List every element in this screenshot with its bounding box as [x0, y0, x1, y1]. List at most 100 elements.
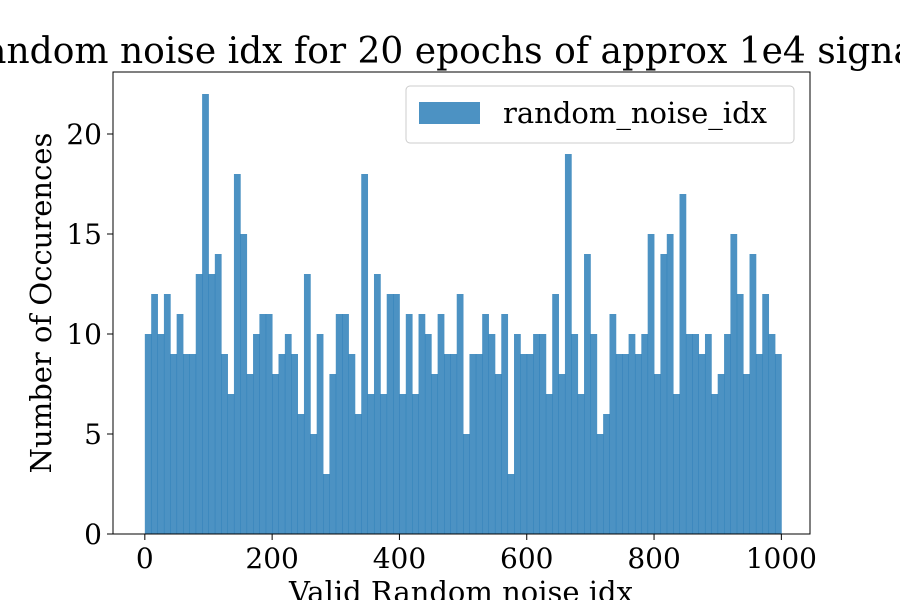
- histogram-bar: [545, 394, 553, 534]
- histogram-bar: [634, 354, 642, 534]
- histogram-bar: [584, 254, 591, 534]
- histogram-bar: [412, 394, 419, 534]
- histogram-bar: [183, 354, 190, 534]
- histogram-bar: [768, 334, 776, 534]
- histogram-bar: [590, 334, 598, 534]
- histogram-bar: [558, 374, 566, 534]
- histogram-bar: [679, 194, 687, 534]
- histogram-bar: [418, 314, 426, 534]
- x-tick-label: 200: [245, 542, 298, 575]
- histogram-bar: [647, 234, 655, 534]
- histogram-bar: [762, 294, 770, 534]
- histogram-bar: [469, 354, 477, 534]
- histogram-bar: [227, 394, 235, 534]
- bars-group: [144, 94, 782, 534]
- x-tick-label: 600: [500, 542, 553, 575]
- histogram-bar: [373, 274, 381, 534]
- histogram-bar: [176, 314, 184, 534]
- histogram-bar: [501, 314, 509, 534]
- histogram-bar: [711, 394, 719, 534]
- x-tick-label: 0: [136, 542, 154, 575]
- histogram-bar: [195, 274, 203, 534]
- histogram-bar: [297, 414, 305, 534]
- histogram-bar: [482, 314, 489, 534]
- histogram-bar: [310, 434, 318, 534]
- histogram-bar: [431, 374, 439, 534]
- histogram-bar: [488, 334, 496, 534]
- histogram-bar: [743, 374, 750, 534]
- histogram-bar: [450, 354, 458, 534]
- histogram-bar: [240, 234, 248, 534]
- histogram-bar: [380, 394, 388, 534]
- y-axis-ticks: 0 5 10 15 20: [66, 118, 113, 551]
- y-tick-label: 15: [66, 218, 102, 251]
- x-axis-ticks: 0 200 400 600 800 1000: [136, 534, 817, 575]
- histogram-bar: [654, 374, 661, 534]
- histogram-bar: [386, 294, 394, 534]
- axes-frame: [112, 71, 811, 535]
- histogram-bar: [507, 474, 515, 534]
- histogram-bar: [577, 394, 585, 534]
- histogram-bar: [539, 334, 547, 534]
- histogram-bar: [170, 354, 178, 534]
- histogram-bar: [685, 334, 693, 534]
- histogram-bar: [278, 354, 286, 534]
- histogram-bar: [393, 294, 400, 534]
- histogram-bar: [615, 354, 623, 534]
- histogram-bar: [157, 334, 165, 534]
- histogram-bar: [253, 334, 260, 534]
- legend-box: [405, 85, 795, 144]
- y-tick-label: 20: [66, 118, 102, 151]
- histogram-bar: [259, 314, 267, 534]
- histogram-bar: [284, 334, 292, 534]
- legend-swatch: [419, 102, 480, 124]
- histogram-bar: [303, 274, 311, 534]
- histogram-bar: [444, 354, 451, 534]
- histogram-bar: [424, 334, 432, 534]
- histogram-bar: [367, 394, 375, 534]
- y-tick-label: 5: [84, 418, 102, 451]
- histogram-bar: [692, 334, 700, 534]
- histogram-bar: [323, 474, 330, 534]
- histogram-bar: [335, 314, 343, 534]
- histogram-bar: [749, 254, 757, 534]
- histogram-bar: [526, 354, 534, 534]
- histogram-bar: [214, 254, 222, 534]
- histogram-bar: [736, 294, 744, 534]
- histogram-bar: [724, 334, 731, 534]
- histogram-bar: [246, 374, 254, 534]
- histogram-bar: [456, 294, 464, 534]
- histogram-bar: [151, 294, 158, 534]
- histogram-bar: [189, 354, 197, 534]
- legend-label: random_noise_idx: [503, 96, 767, 131]
- x-tick-label: 400: [373, 542, 426, 575]
- legend: random_noise_idx: [405, 85, 795, 144]
- histogram-bar: [730, 234, 738, 534]
- histogram-bar: [755, 354, 763, 534]
- x-axis-label: Valid Random noise idx: [288, 575, 633, 600]
- histogram-bar: [520, 354, 528, 534]
- histogram-bar: [609, 314, 617, 534]
- histogram-bar: [533, 334, 540, 534]
- histogram-bar: [265, 314, 273, 534]
- histogram-bar: [348, 354, 356, 534]
- histogram-bar: [354, 414, 362, 534]
- histogram-bar: [342, 314, 349, 534]
- histogram-bar: [291, 354, 298, 534]
- histogram-bar: [628, 334, 636, 534]
- histogram-bar: [622, 354, 629, 534]
- histogram-bar: [475, 354, 483, 534]
- y-tick-label: 0: [84, 518, 102, 551]
- histogram-bar: [272, 374, 279, 534]
- histogram-bar: [552, 294, 559, 534]
- histogram-bar: [514, 334, 521, 534]
- histogram-bar: [666, 234, 674, 534]
- x-tick-label: 1000: [746, 542, 817, 575]
- histogram-bar: [208, 274, 216, 534]
- histogram-bar: [641, 334, 649, 534]
- histogram-bar: [673, 394, 680, 534]
- histogram-bar: [774, 354, 782, 534]
- histogram-bar: [144, 334, 152, 534]
- histogram-bar: [660, 254, 668, 534]
